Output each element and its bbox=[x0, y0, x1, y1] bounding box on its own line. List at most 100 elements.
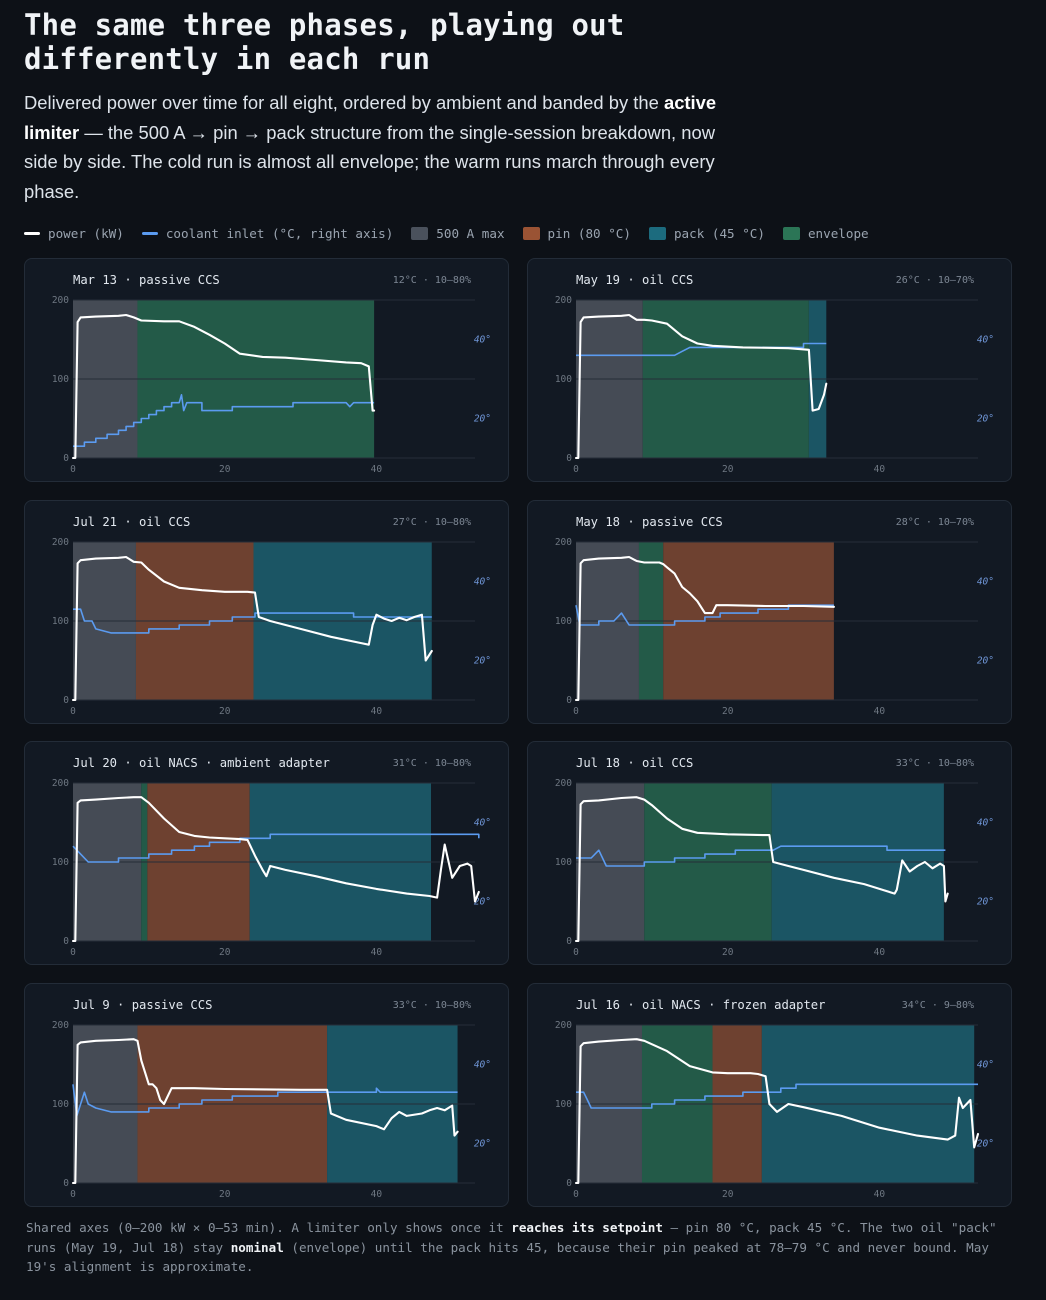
chart-meta: 26°C · 10–70% bbox=[895, 275, 974, 286]
chart-title: May 19 · oil CCS bbox=[576, 273, 694, 287]
power-series-line bbox=[71, 313, 376, 460]
power-series-line bbox=[574, 1038, 980, 1185]
x-tick-label: 40 bbox=[371, 947, 383, 958]
lede-text-2: — the 500 A → pin → pack structure from … bbox=[24, 121, 716, 202]
x-tick-label: 20 bbox=[219, 947, 231, 958]
chart-plot: 0 100 200 0 20 40 40° 20° bbox=[52, 295, 491, 475]
y-tick-label: 0 bbox=[63, 695, 69, 706]
temp-axis-label: 40° bbox=[977, 577, 994, 588]
chart-panel-jul-18: 0 100 200 0 20 40 40° 20° Jul 18 · oil CCS 33°C… bbox=[527, 741, 1012, 965]
lede-text-1: Delivered power over time for all eight,… bbox=[24, 92, 664, 113]
temp-axis-label: 40° bbox=[474, 335, 491, 346]
legend-max-swatch-icon bbox=[411, 226, 429, 240]
temp-axis-label: 20° bbox=[977, 414, 994, 425]
footer-text-3: (envelope) until the pack hits 45, becau… bbox=[26, 1239, 989, 1275]
chart-panel-jul-20: 0 100 200 0 20 40 40° 20° Jul 20 · oil NACS · a… bbox=[24, 741, 509, 965]
legend-pack-swatch-icon bbox=[648, 226, 666, 240]
coolant-series-line bbox=[72, 1084, 458, 1117]
temp-axis-label: 20° bbox=[474, 414, 491, 425]
x-tick-label: 20 bbox=[219, 706, 231, 717]
y-tick-label: 0 bbox=[566, 453, 572, 464]
legend-item-max: 500 A max bbox=[411, 226, 505, 241]
page-lede: Delivered power over time for all eight,… bbox=[24, 88, 736, 206]
legend-label: power (kW) bbox=[48, 225, 124, 241]
footer-emphasis-1: reaches its setpoint bbox=[511, 1220, 663, 1235]
footer-text-1: Shared axes (0–200 kW × 0–53 min). A lim… bbox=[26, 1220, 512, 1235]
chart-plot: 0 100 200 0 20 40 40° 20° bbox=[555, 537, 994, 717]
coolant-series-line bbox=[576, 342, 827, 357]
coolant-series-line bbox=[576, 845, 946, 867]
power-series-line bbox=[574, 555, 835, 702]
legend-label: pin (80 °C) bbox=[547, 225, 631, 241]
legend-envelope-swatch-icon bbox=[782, 226, 800, 240]
chart-title: Jul 21 · oil CCS bbox=[73, 515, 191, 529]
footer-emphasis-2: nominal bbox=[230, 1239, 284, 1255]
chart-panel-jul-16: 0 100 200 0 20 40 40° 20° Jul 16 · oil NACS · f… bbox=[527, 983, 1012, 1207]
temp-axis-label: 40° bbox=[977, 335, 994, 346]
temp-axis-label: 40° bbox=[474, 577, 491, 588]
legend-label: coolant inlet (°C, right axis) bbox=[165, 225, 394, 241]
coolant-series-line bbox=[576, 1083, 978, 1109]
chart-title: Jul 18 · oil CCS bbox=[576, 756, 694, 770]
legend-item-envelope: envelope bbox=[782, 225, 869, 241]
x-tick-label: 40 bbox=[874, 706, 886, 717]
chart-panel-may-18: 0 100 200 0 20 40 40° 20° May 18 · passive CCS … bbox=[527, 500, 1012, 724]
power-series-line bbox=[574, 796, 949, 943]
temp-axis-label: 20° bbox=[474, 656, 491, 667]
y-tick-label: 200 bbox=[52, 295, 69, 306]
chart-title: Jul 9 · passive CCS bbox=[73, 998, 213, 1012]
y-tick-label: 0 bbox=[566, 695, 572, 706]
chart-panel-jul-21: 0 100 200 0 20 40 40° 20° Jul 21 · oil CCS 27°C… bbox=[24, 500, 509, 724]
power-series-line bbox=[71, 555, 433, 702]
x-tick-label: 40 bbox=[371, 706, 383, 717]
temp-axis-label: 40° bbox=[977, 818, 994, 829]
x-tick-label: 20 bbox=[219, 464, 231, 475]
footer-text-2: — pin 80 °C, pack 45 °C. The two oil "pa… bbox=[26, 1220, 997, 1255]
x-tick-label: 0 bbox=[573, 706, 579, 717]
coolant-series-line bbox=[575, 604, 834, 626]
y-tick-label: 0 bbox=[63, 936, 69, 947]
chart-panel-mar-13: 0 100 200 0 20 40 40° 20° Mar 13 · passive CCS … bbox=[24, 258, 509, 482]
y-tick-label: 200 bbox=[52, 537, 69, 548]
y-tick-label: 200 bbox=[555, 537, 572, 548]
x-tick-label: 0 bbox=[573, 464, 579, 475]
x-tick-label: 20 bbox=[722, 464, 734, 475]
chart-meta: 34°C · 9–80% bbox=[901, 1000, 974, 1011]
chart-panel-may-19: 0 100 200 0 20 40 40° 20° May 19 · oil CCS 26°C… bbox=[527, 258, 1012, 482]
x-tick-label: 0 bbox=[573, 1189, 579, 1200]
y-tick-label: 100 bbox=[52, 616, 69, 627]
y-tick-label: 200 bbox=[555, 1020, 572, 1031]
y-tick-label: 100 bbox=[555, 374, 572, 385]
x-tick-label: 40 bbox=[874, 464, 886, 475]
x-tick-label: 0 bbox=[70, 1189, 76, 1200]
legend-item-coolant: coolant inlet (°C, right axis) bbox=[141, 225, 394, 241]
x-tick-label: 20 bbox=[722, 706, 734, 717]
legend-label: envelope bbox=[807, 225, 869, 241]
y-tick-label: 200 bbox=[555, 295, 572, 306]
legend: power (kW) coolant inlet (°C, right axis… bbox=[24, 222, 1024, 244]
x-tick-label: 0 bbox=[573, 947, 579, 958]
y-tick-label: 0 bbox=[63, 1178, 69, 1189]
chart-meta: 28°C · 10–70% bbox=[895, 517, 974, 528]
chart-meta: 27°C · 10–80% bbox=[392, 517, 471, 528]
x-tick-label: 40 bbox=[371, 1189, 383, 1200]
power-series-line bbox=[71, 796, 480, 943]
y-tick-label: 100 bbox=[52, 374, 69, 385]
legend-item-power: power (kW) bbox=[24, 226, 124, 241]
legend-item-pack: pack (45 °C) bbox=[648, 225, 765, 241]
coolant-series-line bbox=[73, 608, 432, 634]
y-tick-label: 200 bbox=[555, 778, 572, 789]
legend-label: pack (45 °C) bbox=[673, 225, 765, 241]
temp-axis-label: 20° bbox=[474, 1139, 491, 1150]
x-tick-label: 0 bbox=[70, 947, 76, 958]
x-tick-label: 40 bbox=[874, 947, 886, 958]
y-tick-label: 100 bbox=[555, 616, 572, 627]
x-tick-label: 0 bbox=[70, 706, 76, 717]
chart-title: Jul 16 · oil NACS · frozen adapter bbox=[576, 998, 826, 1012]
chart-plot: 0 100 200 0 20 40 40° 20° bbox=[52, 537, 491, 717]
temp-axis-label: 20° bbox=[977, 656, 994, 667]
x-tick-label: 20 bbox=[219, 1189, 231, 1200]
page-title: The same three phases, playing out diffe… bbox=[24, 8, 625, 76]
x-tick-label: 40 bbox=[874, 1189, 886, 1200]
power-series-line bbox=[574, 313, 828, 460]
